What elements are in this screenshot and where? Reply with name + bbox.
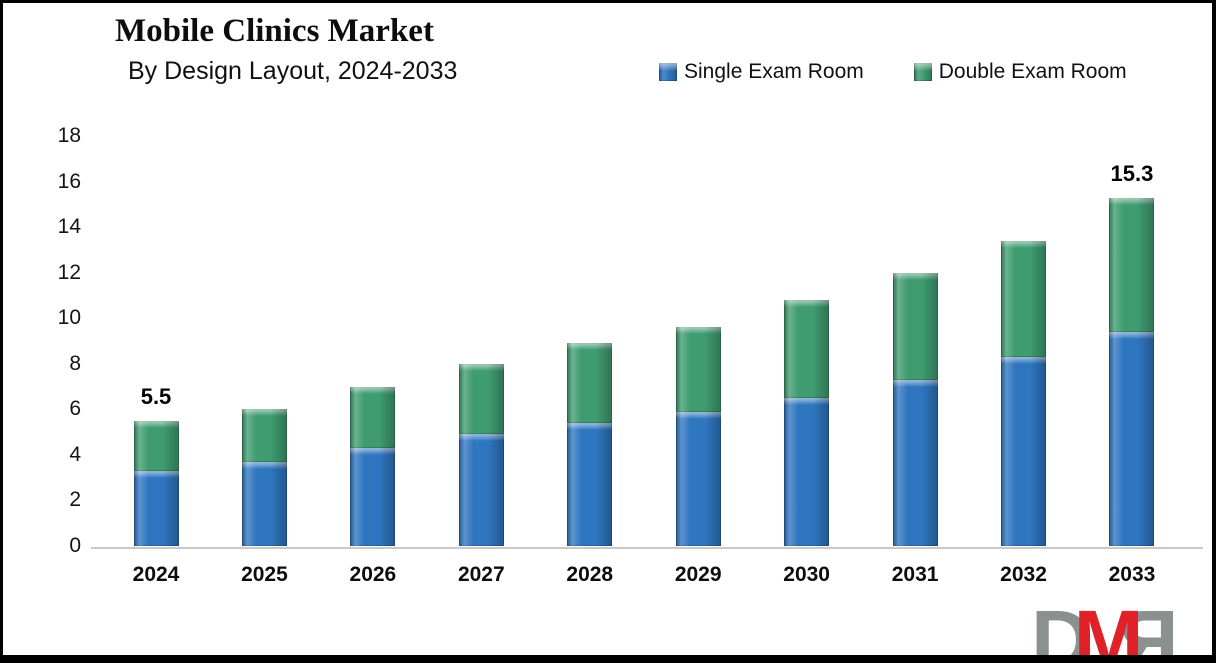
dmr-logo-letter-m: M <box>1073 593 1144 663</box>
bar-segment-2029-double-exam-room <box>675 327 721 412</box>
y-tick-label-14: 14 <box>57 215 81 239</box>
y-tick-label-4: 4 <box>69 442 81 466</box>
bar-segment-2030-single-exam-room <box>784 397 830 547</box>
legend-label: Single Exam Room <box>684 60 864 83</box>
legend-item-double-exam-room: Double Exam Room <box>913 60 1127 84</box>
dmr-logo: DMR <box>1031 593 1178 663</box>
bar-segment-2027-double-exam-room <box>458 363 504 435</box>
y-tick-label-8: 8 <box>69 351 81 375</box>
y-tick-label-6: 6 <box>69 397 81 421</box>
legend-item-single-exam-room: Single Exam Room <box>659 60 864 84</box>
data-label-2033: 15.3 <box>1110 160 1154 186</box>
chart-title: Mobile Clinics Market <box>115 13 434 49</box>
bar-segment-2032-double-exam-room <box>1001 240 1047 358</box>
x-axis-label-2033: 2033 <box>1108 563 1156 586</box>
y-tick-label-12: 12 <box>57 260 81 284</box>
chart-subtitle: By Design Layout, 2024-2033 <box>128 57 458 85</box>
bar-segment-2025-single-exam-room <box>241 461 287 547</box>
x-axis-label-2027: 2027 <box>457 563 505 586</box>
bar-segment-2026-single-exam-room <box>350 448 396 546</box>
x-axis-label-2031: 2031 <box>891 563 939 586</box>
x-axis-label-2024: 2024 <box>132 563 180 586</box>
y-tick-label-2: 2 <box>69 488 81 512</box>
bar-segment-2024-single-exam-room <box>133 470 179 547</box>
y-tick-label-0: 0 <box>69 534 81 557</box>
bar-segment-2028-single-exam-room <box>567 423 613 546</box>
x-axis-label-2026: 2026 <box>349 563 397 586</box>
legend-swatch-icon <box>913 63 932 81</box>
x-axis-label-2028: 2028 <box>566 563 614 586</box>
bar-segment-2024-double-exam-room <box>133 420 179 471</box>
x-axis-line <box>91 547 1203 549</box>
bar-segment-2029-single-exam-room <box>675 411 721 547</box>
x-axis-label-2029: 2029 <box>674 563 722 586</box>
bar-segment-2026-double-exam-room <box>350 386 396 449</box>
dmr-logo-letter-d: D <box>1031 593 1092 663</box>
bar-segment-2025-double-exam-room <box>241 409 287 463</box>
x-axis-label-2032: 2032 <box>1000 563 1047 586</box>
bar-segment-2028-double-exam-room <box>567 343 613 423</box>
y-tick-label-16: 16 <box>57 169 81 193</box>
bar-segment-2027-single-exam-room <box>458 434 504 546</box>
bar-segment-2032-single-exam-room <box>1001 356 1047 547</box>
bar-segment-2031-double-exam-room <box>892 272 938 380</box>
bar-segment-2030-double-exam-room <box>784 300 830 398</box>
legend-label: Double Exam Room <box>938 60 1127 83</box>
legend: Single Exam Room Double Exam Room <box>659 60 1127 84</box>
x-axis-label-2030: 2030 <box>783 563 830 586</box>
y-tick-label-10: 10 <box>57 306 81 330</box>
y-tick-label-18: 18 <box>57 124 81 147</box>
bar-segment-2033-single-exam-room <box>1109 331 1155 547</box>
bar-segment-2033-double-exam-room <box>1109 197 1155 333</box>
legend-swatch-icon <box>659 63 677 81</box>
bar-segment-2031-single-exam-room <box>892 379 938 547</box>
data-label-2024: 5.5 <box>140 383 172 409</box>
x-axis-label-2025: 2025 <box>241 563 288 586</box>
